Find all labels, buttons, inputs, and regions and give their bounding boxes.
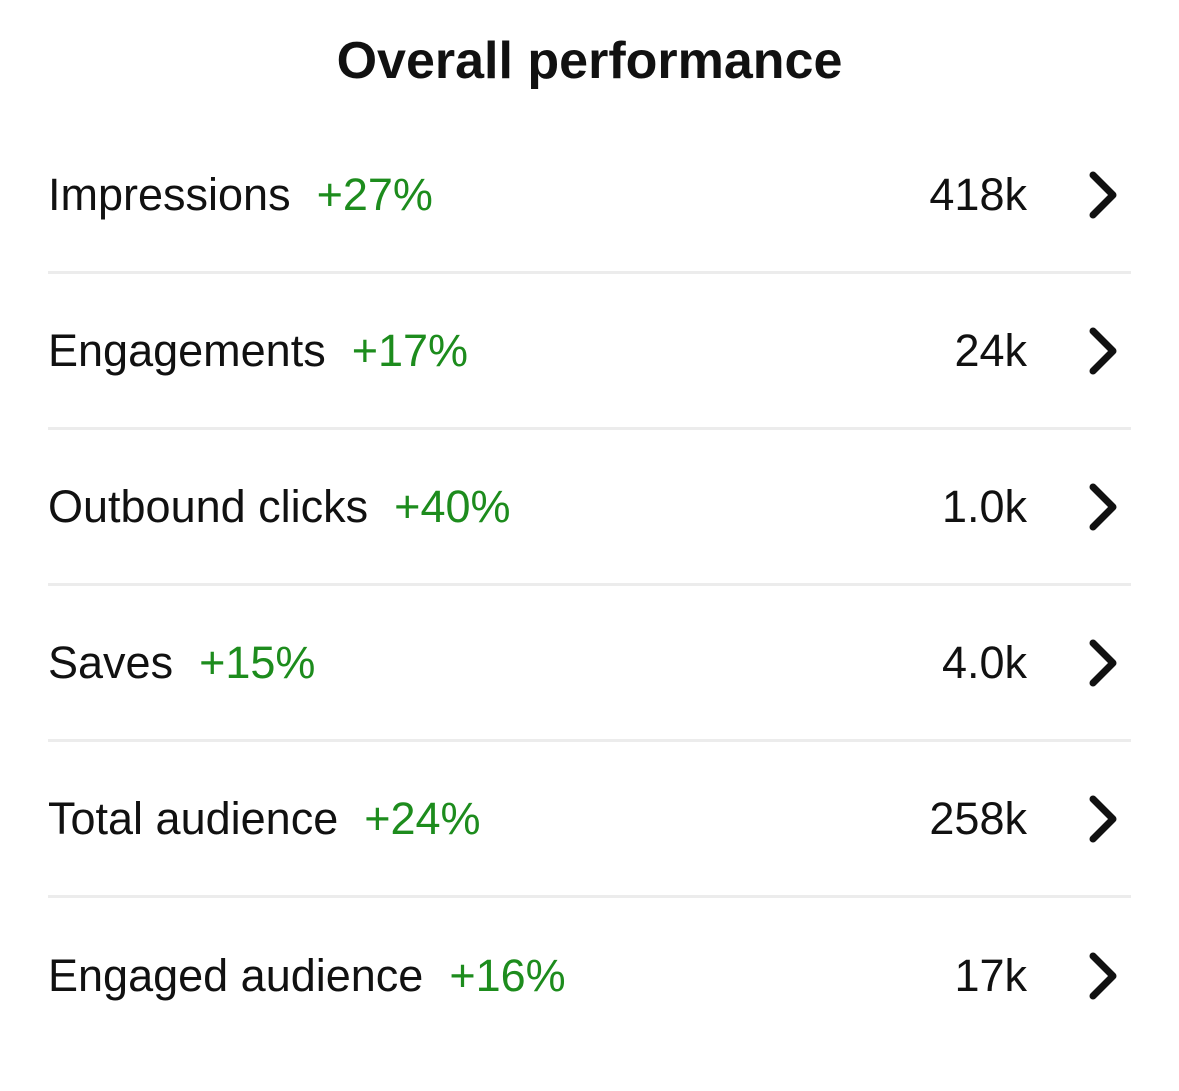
metric-label: Engagements xyxy=(48,324,326,376)
chevron-right-icon[interactable] xyxy=(1083,950,1123,1002)
metric-row-engaged-audience[interactable]: Engaged audience +16% 17k xyxy=(48,898,1131,1054)
metric-row-outbound-clicks[interactable]: Outbound clicks +40% 1.0k xyxy=(48,430,1131,586)
chevron-right-icon[interactable] xyxy=(1083,169,1123,221)
metric-change: +27% xyxy=(316,168,433,220)
chevron-right-icon[interactable] xyxy=(1083,481,1123,533)
metric-row-total-audience[interactable]: Total audience +24% 258k xyxy=(48,742,1131,898)
metric-value: 24k xyxy=(954,324,1027,376)
page-title: Overall performance xyxy=(336,32,843,90)
metric-value: 17k xyxy=(954,950,1027,1001)
metric-value: 1.0k xyxy=(941,480,1027,532)
metric-label: Engaged audience xyxy=(48,950,424,1001)
metric-label: Impressions xyxy=(48,168,291,220)
metric-row-impressions[interactable]: Impressions +27% 418k xyxy=(48,118,1131,274)
metric-value: 258k xyxy=(929,792,1027,844)
metric-change: +15% xyxy=(199,636,316,688)
metric-label: Total audience xyxy=(48,792,339,844)
chevron-right-icon[interactable] xyxy=(1083,793,1123,845)
metric-label: Saves xyxy=(48,636,174,688)
metric-change: +17% xyxy=(351,324,469,376)
chevron-right-icon[interactable] xyxy=(1083,325,1123,377)
metric-change: +40% xyxy=(394,480,511,532)
metric-label: Outbound clicks xyxy=(48,480,369,532)
metric-row-saves[interactable]: Saves +15% 4.0k xyxy=(48,586,1131,742)
metric-value: 418k xyxy=(929,168,1027,220)
metric-change: +24% xyxy=(364,792,481,844)
metrics-list: Impressions +27% 418k Engagements +17% 2… xyxy=(48,118,1131,1054)
metric-value: 4.0k xyxy=(941,636,1027,688)
metric-row-engagements[interactable]: Engagements +17% 24k xyxy=(48,274,1131,430)
metric-change: +16% xyxy=(449,950,566,1001)
chevron-right-icon[interactable] xyxy=(1083,637,1123,689)
